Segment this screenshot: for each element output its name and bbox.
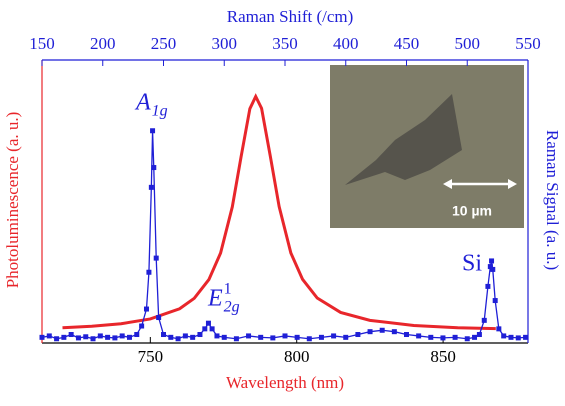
x-axis-label: Wavelength (nm)	[226, 373, 344, 392]
data-point	[83, 334, 89, 340]
data-point	[126, 334, 132, 340]
x2-tick-label: 550	[515, 34, 541, 53]
annotation-text: Si	[462, 251, 482, 277]
data-point	[472, 334, 478, 340]
data-point	[282, 333, 288, 339]
x2-tick-label: 150	[29, 34, 55, 53]
data-point	[54, 336, 60, 342]
data-point	[367, 329, 373, 335]
data-point	[75, 335, 81, 341]
data-point	[156, 315, 162, 321]
data-point	[139, 323, 145, 329]
data-point	[105, 334, 111, 340]
x-tick-label: 850	[430, 347, 456, 366]
data-point	[306, 336, 312, 342]
data-point	[391, 329, 397, 335]
x2-tick-label: 450	[394, 34, 420, 53]
data-point	[209, 326, 215, 332]
data-point	[416, 333, 422, 339]
flake	[345, 94, 462, 185]
data-point	[119, 333, 125, 339]
data-point	[61, 334, 67, 340]
data-point	[214, 333, 220, 339]
data-point	[490, 266, 496, 272]
data-point	[270, 335, 276, 341]
annotation-superscript: 1	[224, 281, 232, 298]
arrow-head	[508, 179, 517, 189]
annotation: Si	[462, 251, 482, 277]
data-point	[481, 317, 487, 323]
data-point	[150, 128, 156, 134]
data-point	[496, 326, 502, 332]
data-point	[151, 165, 157, 171]
data-point	[190, 334, 196, 340]
data-point	[492, 298, 498, 304]
y2-axis-label: Raman Signal (a. u.)	[543, 130, 562, 270]
data-point	[331, 333, 337, 339]
data-point	[452, 334, 458, 340]
scale-label: 10 µm	[452, 203, 492, 219]
data-point	[487, 264, 493, 270]
x2-tick-label: 250	[151, 34, 177, 53]
x2-tick-label: 200	[90, 34, 116, 53]
y-axis-label: Photoluminescence (a. u.)	[3, 112, 22, 289]
data-point	[355, 332, 361, 338]
annotation-subscript: 1g	[152, 103, 168, 120]
data-point	[515, 335, 521, 341]
annotation: E 2g1	[207, 281, 240, 316]
data-point	[485, 283, 491, 289]
data-point	[46, 333, 52, 339]
x-tick-label: 800	[284, 347, 310, 366]
series-line	[62, 93, 496, 331]
data-point	[143, 306, 149, 312]
data-point	[464, 336, 470, 342]
data-point	[146, 269, 152, 275]
data-point	[39, 334, 45, 340]
data-point	[440, 335, 446, 341]
data-point	[501, 333, 507, 339]
x2-axis-label: Raman Shift (/cm)	[227, 7, 354, 26]
annotation-text: A	[134, 90, 151, 116]
annotation-text: E	[207, 286, 223, 312]
data-point	[161, 332, 166, 338]
data-point	[205, 320, 211, 326]
data-point	[428, 334, 434, 340]
data-point	[182, 333, 188, 339]
data-point	[343, 334, 349, 340]
data-point	[246, 333, 252, 339]
data-point	[508, 334, 514, 340]
data-point	[68, 332, 74, 338]
data-point	[379, 327, 385, 333]
x2-tick-label: 300	[212, 34, 238, 53]
data-point	[168, 334, 174, 340]
data-point	[523, 334, 529, 340]
data-point	[97, 333, 103, 339]
x2-tick-label: 500	[455, 34, 481, 53]
data-point	[404, 332, 409, 338]
data-point	[233, 336, 239, 342]
data-point	[112, 335, 118, 341]
inset-image: 10 µm	[330, 65, 524, 228]
data-point	[489, 258, 495, 264]
data-point	[221, 334, 227, 340]
data-point	[202, 326, 208, 332]
data-point	[318, 334, 324, 340]
annotation-subscript: 2g	[224, 299, 240, 316]
data-point	[148, 184, 154, 190]
data-point	[175, 336, 181, 342]
data-point	[153, 255, 159, 261]
x-tick-label: 750	[138, 347, 164, 366]
data-point	[197, 332, 203, 338]
data-point	[258, 334, 264, 340]
data-point	[294, 334, 300, 340]
data-point	[476, 332, 482, 338]
annotation: A 1g	[134, 90, 168, 120]
x2-tick-label: 400	[333, 34, 359, 53]
data-point	[134, 332, 140, 338]
arrow-head	[443, 179, 452, 189]
x2-tick-label: 350	[272, 34, 298, 53]
data-point	[90, 336, 96, 342]
